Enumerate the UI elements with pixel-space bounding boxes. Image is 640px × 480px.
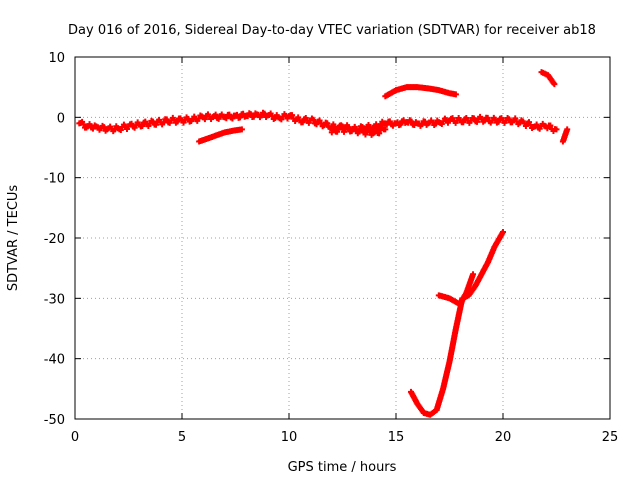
- y-tick-label: 10: [48, 51, 65, 66]
- data-point: [362, 131, 369, 138]
- data-point: [474, 118, 481, 125]
- data-point: [512, 115, 519, 122]
- y-tick-label: -20: [44, 232, 65, 247]
- x-tick-label: 25: [602, 430, 619, 445]
- x-axis-label: GPS time / hours: [288, 460, 397, 475]
- data-point: [386, 118, 393, 125]
- plot-frame: [74, 56, 611, 420]
- data-point: [310, 116, 317, 123]
- data-point: [139, 122, 146, 129]
- data-point: [80, 121, 87, 128]
- data-point: [500, 228, 506, 235]
- x-tick-label: 20: [495, 430, 512, 445]
- x-tick-label: 5: [178, 430, 186, 445]
- data-point: [564, 126, 571, 133]
- y-tick-label: -50: [44, 413, 65, 428]
- data-point: [547, 122, 554, 129]
- data-point: [238, 126, 245, 133]
- data-point: [551, 81, 558, 88]
- data-point: [250, 113, 257, 120]
- data-point: [460, 119, 467, 126]
- data-point: [484, 114, 491, 121]
- data-points: [76, 69, 571, 418]
- data-point: [452, 91, 459, 98]
- data-point: [261, 110, 268, 117]
- data-point: [174, 118, 181, 125]
- x-tick-label: 10: [281, 430, 298, 445]
- data-point: [506, 116, 513, 123]
- data-point: [335, 125, 342, 132]
- data-point: [376, 130, 383, 137]
- y-tick-label: -30: [44, 292, 65, 307]
- y-tick-label: -40: [44, 353, 65, 368]
- data-point: [153, 121, 160, 128]
- data-point: [495, 118, 502, 125]
- data-point: [397, 121, 404, 128]
- x-tick-label: 15: [388, 430, 405, 445]
- data-point: [289, 112, 296, 119]
- data-point: [86, 121, 93, 128]
- data-point: [345, 124, 352, 131]
- y-tick-label: -10: [44, 172, 65, 187]
- y-axis-label: SDTVAR / TECUs: [6, 185, 21, 292]
- data-point: [553, 126, 560, 133]
- data-point: [470, 271, 477, 278]
- data-point: [324, 120, 331, 127]
- data-point: [212, 111, 219, 118]
- data-point: [89, 125, 96, 132]
- y-tick-label: 0: [57, 111, 65, 126]
- grid: [75, 57, 610, 419]
- data-point: [533, 121, 540, 128]
- data-point: [299, 119, 306, 126]
- data-point: [240, 110, 247, 117]
- data-point: [351, 124, 358, 131]
- data-point: [117, 126, 124, 133]
- chart-title: Day 016 of 2016, Sidereal Day-to-day VTE…: [68, 23, 596, 38]
- tick-labels: 0 5 10 15 20 25 10 0 -10 -20 -30 -40 -50: [44, 51, 619, 445]
- data-point: [295, 114, 302, 121]
- data-point: [382, 126, 389, 133]
- data-point: [201, 116, 208, 123]
- data-point: [101, 124, 108, 131]
- x-tick-label: 0: [71, 430, 79, 445]
